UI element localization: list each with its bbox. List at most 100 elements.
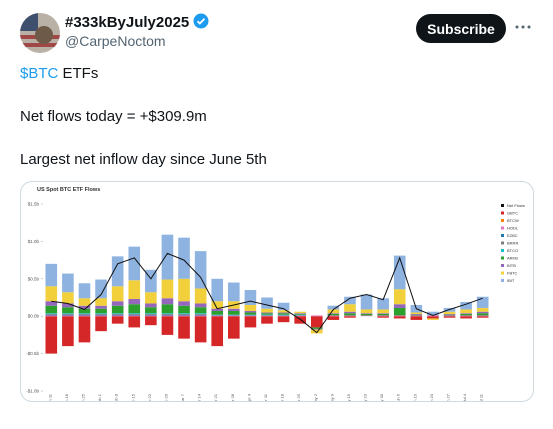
bar-segment	[410, 314, 423, 316]
avatar[interactable]	[20, 13, 60, 53]
bar-segment	[244, 290, 257, 305]
bar-segment	[294, 311, 306, 314]
bar-segment	[95, 298, 107, 306]
bar-segment	[360, 313, 373, 314]
bar-segment	[178, 278, 190, 302]
bar-segment	[443, 313, 456, 315]
bar-segment	[95, 279, 107, 299]
bar-segment	[145, 314, 157, 316]
author-name[interactable]: #333kByJuly2025	[65, 13, 209, 31]
bar-segment	[111, 316, 124, 324]
chart-title: US Spot BTC ETF Flows	[37, 187, 100, 193]
bar-segment	[294, 315, 306, 317]
x-tick-label: Mar 7	[180, 393, 185, 401]
bar-segment	[78, 283, 91, 299]
x-tick-label: Feb 8	[114, 393, 119, 401]
bar-segment	[360, 313, 373, 316]
bar-segment	[277, 315, 290, 317]
bar-segment	[62, 314, 74, 316]
bar-segment	[145, 316, 157, 326]
bar-segment	[178, 315, 190, 317]
bar-segment	[95, 316, 107, 332]
bar-segment	[145, 315, 157, 317]
bar-segment	[460, 316, 472, 319]
x-tick-label: Feb 22	[147, 393, 152, 401]
legend-label: FBTC	[507, 271, 518, 276]
bar-segment	[178, 301, 190, 306]
bar-segment	[45, 313, 58, 314]
bar-segment	[476, 316, 489, 318]
bar-segment	[393, 307, 406, 316]
bar-segment	[45, 314, 58, 316]
subscribe-button[interactable]: Subscribe	[416, 14, 506, 43]
bar-segment	[310, 315, 323, 317]
bar-segment	[128, 314, 141, 316]
bar-segment	[476, 311, 489, 314]
bar-segment	[244, 304, 257, 311]
x-tick-label: Mar 14	[197, 393, 202, 401]
x-tick-label: Jul 4	[462, 393, 467, 401]
bar-segment	[460, 313, 472, 316]
bar-segment	[294, 316, 306, 324]
bar-segment	[327, 315, 340, 317]
y-tick-label: $0.5b	[28, 276, 40, 281]
bar-segment	[161, 304, 174, 314]
legend-swatch	[501, 256, 504, 260]
bar-segment	[211, 315, 224, 317]
image-card[interactable]: US Spot BTC ETF Flows $1.5b $1.0b $0.5b $0.…	[20, 181, 534, 402]
bar-segment	[161, 313, 174, 314]
tweet-text: ETFs	[62, 65, 99, 82]
legend-swatch	[501, 249, 504, 252]
bar-segment	[327, 313, 340, 316]
bar-segment	[45, 263, 58, 287]
author-handle[interactable]: @CarpeNoctom	[65, 33, 166, 49]
tweet-line: Net flows today = +$309.9m	[20, 108, 207, 125]
bar-segment	[62, 313, 74, 315]
x-tick-label: May 16	[346, 393, 351, 401]
more-button[interactable]	[514, 22, 532, 32]
legend-label: HODL	[507, 226, 519, 231]
bar-segment	[460, 309, 472, 314]
bar-segment	[194, 316, 207, 343]
cashtag[interactable]: $BTC	[20, 65, 59, 82]
legend-swatch	[501, 211, 504, 215]
bar-segment	[244, 316, 257, 328]
x-tick-label: Jun 13	[412, 393, 417, 401]
bar-segment	[294, 313, 306, 314]
bar-segment	[310, 329, 323, 334]
bar-segment	[460, 313, 472, 314]
bar-segment	[211, 301, 224, 309]
bar-segment	[78, 298, 91, 306]
bar-segment	[78, 315, 91, 317]
bar-segment	[145, 292, 157, 304]
bar-segment	[161, 315, 174, 317]
bar-segment	[78, 313, 91, 314]
bar-segment	[145, 307, 157, 314]
bar-segment	[161, 279, 174, 299]
bar-segment	[261, 297, 273, 309]
bar-segment	[443, 316, 456, 318]
bar-segment	[393, 316, 406, 319]
bar-segment	[128, 304, 141, 314]
bar-segment	[194, 251, 207, 289]
legend-swatch	[501, 204, 504, 207]
bar-segment	[410, 315, 423, 317]
bar-segment	[427, 318, 439, 320]
y-tick-label: $1.5b	[28, 202, 40, 207]
bar-segment	[228, 314, 240, 316]
x-tick-label: May 2	[313, 393, 318, 401]
bar-segment	[178, 313, 190, 315]
bar-segment	[178, 314, 190, 316]
legend-label: Net Flows	[507, 203, 525, 208]
bar-segment	[178, 237, 190, 279]
x-tick-label: Jan 11	[47, 393, 52, 401]
bar-segment	[244, 312, 257, 315]
legend-swatch	[501, 241, 504, 245]
legend-label: ARKB	[507, 256, 518, 261]
y-tick-label: -$1.0b	[26, 389, 39, 394]
bar-segment	[228, 282, 240, 302]
x-tick-label: Feb 15	[130, 393, 135, 401]
bar-segment	[327, 313, 340, 314]
x-tick-label: Jun 27	[446, 393, 451, 401]
bar-segment	[377, 313, 389, 314]
